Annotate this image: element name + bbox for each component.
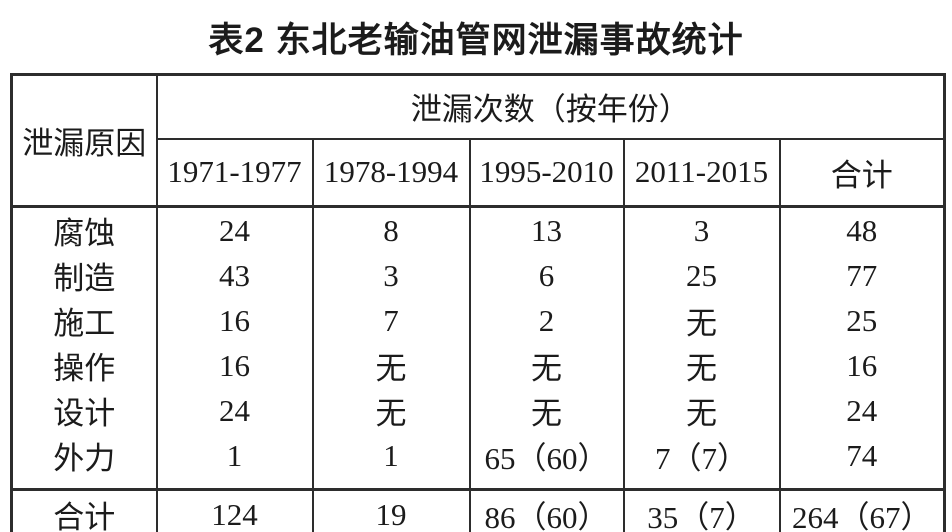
- value-cell: 24: [155, 388, 314, 433]
- row-total-cell: 16: [778, 343, 946, 388]
- row-total-cell: 24: [778, 388, 946, 433]
- value-cell: 无: [622, 343, 781, 388]
- row-total-cell: 74: [778, 433, 946, 490]
- footer-row: 合计 124 19 86（60） 35（7） 264（67）: [10, 489, 946, 532]
- row-total-cell: 77: [778, 253, 946, 298]
- period-header-cell: 2011-2015: [622, 138, 781, 207]
- table-row: 设计 24 无 无 无 24: [10, 388, 946, 433]
- value-cell: 7: [311, 298, 471, 343]
- value-cell: 25: [622, 253, 781, 298]
- value-cell: 1: [155, 433, 314, 490]
- table-header: 泄漏原因 泄漏次数（按年份） 1971-1977 1978-1994 1995-…: [10, 74, 946, 208]
- total-header-cell: 合计: [778, 138, 946, 207]
- footer-value-cell: 35（7）: [622, 489, 781, 532]
- cause-cell: 操作: [10, 343, 158, 388]
- value-cell: 3: [311, 253, 471, 298]
- footer-value-cell: 86（60）: [468, 489, 625, 532]
- value-cell: 无: [468, 343, 625, 388]
- period-header-cell: 1978-1994: [311, 138, 471, 207]
- table-body: 腐蚀 24 8 13 3 48 制造 43 3 6 25 77 施工 16 7 …: [10, 206, 946, 490]
- page-title: 表2 东北老输油管网泄漏事故统计: [208, 21, 744, 60]
- table-footer: 合计 124 19 86（60） 35（7） 264（67）: [10, 489, 946, 532]
- value-cell: 1: [311, 433, 471, 490]
- value-cell: 6: [468, 253, 625, 298]
- footer-grand-total-cell: 264（67）: [778, 489, 946, 532]
- value-cell: 16: [155, 343, 314, 388]
- table-row: 腐蚀 24 8 13 3 48: [10, 206, 946, 253]
- cause-cell: 施工: [10, 298, 158, 343]
- value-cell: 无: [622, 298, 781, 343]
- value-cell: 2: [468, 298, 625, 343]
- row-total-cell: 25: [778, 298, 946, 343]
- cause-cell: 外力: [10, 433, 158, 490]
- value-cell: 8: [311, 206, 471, 253]
- table-row: 制造 43 3 6 25 77: [10, 253, 946, 298]
- cause-cell: 设计: [10, 388, 158, 433]
- value-cell: 无: [468, 388, 625, 433]
- cause-cell: 腐蚀: [10, 206, 158, 253]
- footer-label-cell: 合计: [10, 489, 158, 532]
- value-cell: 3: [622, 206, 781, 253]
- table-row: 外力 1 1 65（60） 7（7） 74: [10, 433, 946, 490]
- table-row: 操作 16 无 无 无 16: [10, 343, 946, 388]
- group-header-cell: 泄漏次数（按年份）: [155, 74, 946, 140]
- period-header-cell: 1971-1977: [155, 138, 314, 207]
- cause-cell: 制造: [10, 253, 158, 298]
- value-cell: 43: [155, 253, 314, 298]
- value-cell: 65（60）: [468, 433, 625, 490]
- corner-header-cell: 泄漏原因: [10, 74, 158, 208]
- value-cell: 无: [311, 343, 471, 388]
- value-cell: 无: [622, 388, 781, 433]
- footer-value-cell: 19: [311, 489, 471, 532]
- value-cell: 7（7）: [622, 433, 781, 490]
- value-cell: 无: [311, 388, 471, 433]
- period-header-cell: 1995-2010: [468, 138, 625, 207]
- leak-statistics-table: 泄漏原因 泄漏次数（按年份） 1971-1977 1978-1994 1995-…: [10, 73, 947, 532]
- value-cell: 13: [468, 206, 625, 253]
- footer-value-cell: 124: [155, 489, 314, 532]
- value-cell: 16: [155, 298, 314, 343]
- row-total-cell: 48: [778, 206, 946, 253]
- table-row: 施工 16 7 2 无 25: [10, 298, 946, 343]
- value-cell: 24: [155, 206, 314, 253]
